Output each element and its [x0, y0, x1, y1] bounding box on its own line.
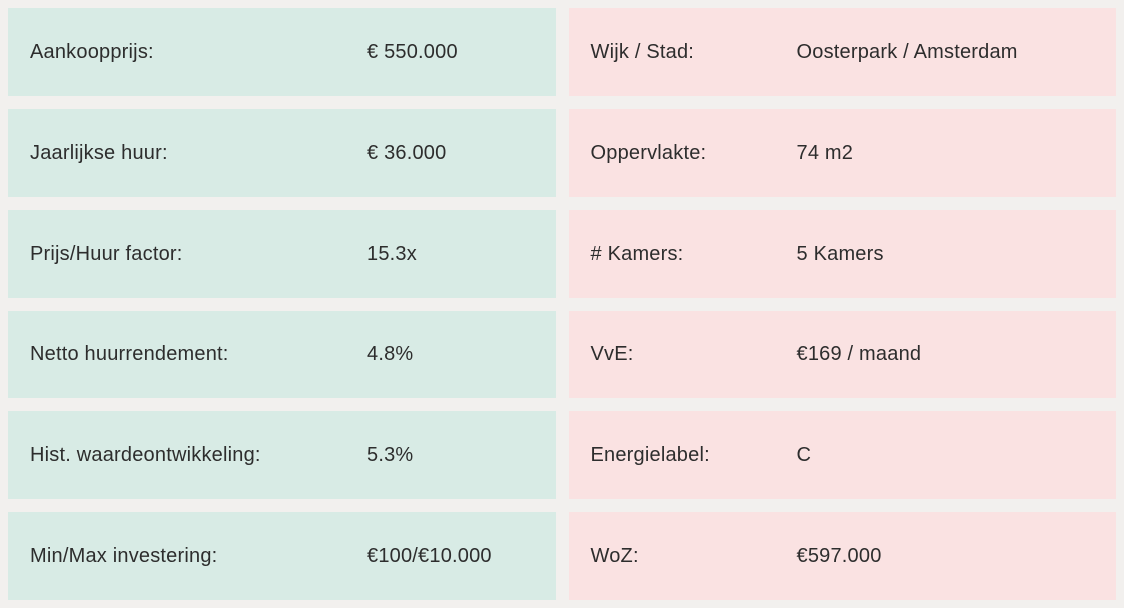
row-oppervlakte: Oppervlakte: 74 m2: [568, 108, 1116, 197]
stat-value: C: [796, 444, 812, 467]
row-energielabel: Energielabel: C: [568, 411, 1116, 500]
row-vve: VvE: €169 / maand: [568, 310, 1116, 399]
row-hist-waardeontwikkeling: Hist. waardeontwikkeling: 5.3%: [8, 411, 556, 500]
stat-value: 4.8%: [367, 343, 414, 366]
stat-label: Prijs/Huur factor:: [30, 242, 183, 265]
row-netto-huurrendement: Netto huurrendement: 4.8%: [8, 310, 556, 399]
stat-value: €100/€10.000: [367, 545, 492, 568]
stat-label: Jaarlijkse huur:: [30, 141, 168, 164]
stat-label: Wijk / Stad:: [590, 40, 695, 63]
stat-value: 5 Kamers: [796, 242, 884, 265]
stat-value: 5.3%: [367, 444, 414, 467]
row-wijk-stad: Wijk / Stad: Oosterpark / Amsterdam: [568, 8, 1116, 96]
stat-label: VvE:: [590, 343, 634, 366]
row-aankoopprijs: Aankoopprijs: € 550.000: [8, 8, 556, 96]
row-min-max-investering: Min/Max investering: €100/€10.000: [8, 512, 556, 600]
stat-label: Min/Max investering:: [30, 545, 218, 568]
stat-label: Aankoopprijs:: [30, 40, 154, 63]
row-kamers: # Kamers: 5 Kamers: [568, 209, 1116, 298]
stat-value: 15.3x: [367, 242, 417, 265]
stat-label: Energielabel:: [590, 444, 710, 467]
stat-label: Netto huurrendement:: [30, 343, 229, 366]
stat-label: # Kamers:: [590, 242, 684, 265]
stat-value: €597.000: [796, 545, 882, 568]
stat-value: 74 m2: [796, 141, 854, 164]
stat-value: €169 / maand: [796, 343, 922, 366]
stat-value: Oosterpark / Amsterdam: [796, 40, 1018, 63]
row-prijs-huur-factor: Prijs/Huur factor: 15.3x: [8, 209, 556, 298]
stat-value: € 550.000: [367, 40, 458, 63]
stat-label: Hist. waardeontwikkeling:: [30, 444, 261, 467]
stat-label: WoZ:: [590, 545, 639, 568]
stat-value: € 36.000: [367, 141, 447, 164]
row-woz: WoZ: €597.000: [568, 512, 1116, 600]
stat-label: Oppervlakte:: [590, 141, 707, 164]
row-jaarlijkse-huur: Jaarlijkse huur: € 36.000: [8, 108, 556, 197]
